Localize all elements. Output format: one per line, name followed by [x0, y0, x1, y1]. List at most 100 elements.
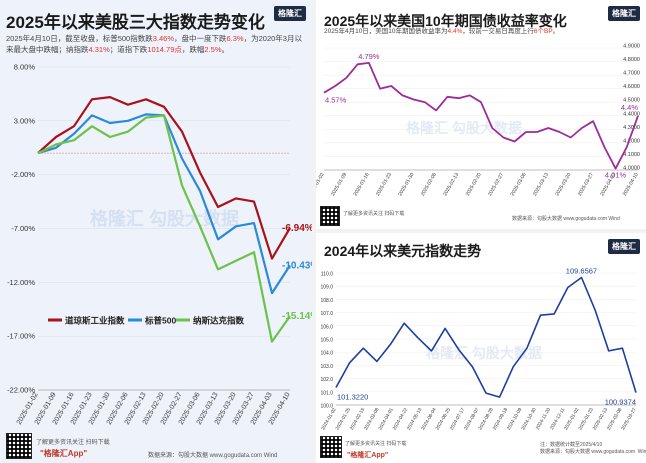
x-tick-label: 2025-01-09: [330, 172, 348, 197]
footer-app: "格隆汇App": [40, 449, 88, 458]
legend-label: 纳斯达克指数: [193, 316, 245, 326]
us-indices-panel: 2025年以来美股三大指数走势变化 格隆汇 2025年4月10日，截至收盘，标普…: [0, 0, 312, 463]
watermark: 格隆汇 勾股大数据: [406, 120, 522, 136]
note-text: ，盘中一度下跌: [174, 34, 227, 43]
gelonghui-logo: 格隆汇: [608, 239, 640, 254]
qr-code-icon: [6, 433, 32, 459]
y-tick-label: -17.00%: [7, 332, 35, 341]
panel1-note: 2025年4月10日，截至收盘，标普500指数跌3.46%，盘中一度下跌6.3%…: [6, 33, 306, 55]
y-tick-label: 4.1000: [623, 152, 640, 158]
x-tick-label: 2025-02-06: [420, 172, 438, 197]
note-text: 。: [552, 28, 560, 35]
y-tick-label: 107.0: [320, 311, 333, 317]
panel2-note: 2025年4月10日，美国10年期国债收益率为4.4%，较前一交易日再度上行6个…: [324, 27, 559, 36]
x-tick-label: 2025-03-13: [532, 172, 550, 197]
x-tick-label: 2025-01-02: [316, 172, 326, 197]
x-tick-label: 2025-03-20: [554, 172, 572, 197]
note-highlight: 4.31%: [88, 45, 110, 54]
data-label: 4.01%: [605, 171, 627, 180]
data-label: 4.4%: [621, 103, 638, 112]
footer-app: "格隆汇App": [347, 452, 389, 459]
y-tick-label: 4.2000: [623, 138, 640, 144]
series-line: [37, 113, 291, 295]
note-text: 2025年4月10日，美国10年期国债收益率为: [324, 28, 448, 35]
y-tick-label: 103.0: [320, 364, 333, 370]
watermark: 格隆汇 勾股大数据: [426, 345, 542, 361]
data-label: 100.9374: [605, 398, 636, 407]
legend-label: 标普500: [144, 316, 176, 326]
x-tick-label: 2025-01-23: [375, 172, 393, 197]
treasury-yield-chart: 4.9000 4.8000 4.7000 4.6000 4.5000 4.4000 4.30…: [316, 44, 640, 198]
y-tick-label: 4.6000: [623, 84, 640, 90]
x-tick-label: 2025-02-20: [465, 172, 483, 197]
y-tick-label: -7.00%: [11, 224, 35, 233]
x-tick-label: 2025-03-06: [510, 172, 528, 197]
series-line: [37, 114, 291, 343]
note-text: ；道指下跌: [109, 45, 148, 54]
series-line: [37, 95, 291, 260]
data-label: 4.79%: [358, 52, 380, 61]
gelonghui-logo: 格隆汇: [274, 6, 306, 21]
qr-code-icon: [320, 436, 342, 458]
panel1-title: 2025年以来美股三大指数走势变化: [6, 13, 265, 32]
x-tick-label: 2025-02-13: [442, 172, 460, 197]
data-label: -6.94%: [282, 223, 312, 234]
footer-source: 注：数据统计截至2025/4/10 数据来源：勾股大数据 www.gogudat…: [540, 442, 646, 455]
y-tick-label: 4.8000: [623, 57, 640, 63]
y-tick-label: -22.00%: [7, 386, 35, 395]
y-tick-label: 4.4000: [623, 111, 640, 117]
y-tick-label: 4.3000: [623, 125, 640, 131]
data-label: 4.57%: [325, 96, 347, 105]
y-tick-label: 8.00%: [14, 63, 36, 72]
footer-follow: 了解更多资讯关注 扫码下载: [345, 441, 407, 447]
treasury-yield-panel: 2025年以来美国10年期国债收益率变化 格隆汇 2025年4月10日，美国10…: [316, 0, 646, 229]
y-tick-label: 108.0: [320, 298, 333, 304]
watermark: 格隆汇 勾股大数据: [90, 209, 240, 229]
footer-source: 数据来源：勾股大数据 www.gogudata.com Wind: [512, 216, 620, 222]
data-label: -15.14%: [282, 311, 312, 322]
y-tick-label: 109.0: [320, 285, 333, 291]
data-label: 101.3220: [337, 393, 368, 402]
note-text: 2025年4月10日，截至收盘，标普500指数跌: [6, 34, 153, 43]
qr-code-icon: [320, 206, 340, 226]
dollar-index-panel: 2024年以来美元指数走势 格隆汇 格隆汇 勾股大数据 110.0 109.0 10…: [316, 233, 646, 463]
panel3-title: 2024年以来美元指数走势: [324, 243, 482, 259]
y-tick-label: 101.0: [320, 390, 333, 396]
note-highlight: 6.3%: [226, 34, 244, 43]
x-tick-label: 2025-03-27: [577, 172, 595, 197]
note-text: ，为2020年3月以来最大盘中跌幅；纳指跌: [6, 34, 302, 54]
divider: [312, 0, 316, 463]
data-label: 109.6567: [566, 267, 597, 276]
x-tick-label: 2025-02-27: [487, 172, 505, 197]
note-highlight: 3.46%: [152, 34, 174, 43]
y-tick-label: 105.0: [320, 338, 333, 344]
note-highlight: 2.5%: [204, 45, 222, 54]
y-tick-label: 100.0: [320, 404, 333, 410]
x-tick-label: 2025-01-16: [353, 172, 371, 197]
note-highlight: 1014.79点: [147, 45, 182, 54]
footer-follow: 了解更多资讯关注 扫码下载: [36, 440, 110, 446]
series-line: [323, 62, 639, 170]
y-tick-label: 4.0000: [623, 166, 640, 172]
data-label: -10.43%: [282, 260, 312, 271]
y-tick-label: -2.00%: [11, 170, 35, 179]
note-highlight: 4.4%: [447, 28, 463, 35]
y-tick-label: 104.0: [320, 351, 333, 357]
dollar-index-chart: 110.0 109.0 108.0 107.0 106.0 105.0 104.0 103.0…: [320, 267, 638, 432]
y-tick-label: -12.00%: [7, 278, 35, 287]
note-text: ，跌幅: [181, 45, 205, 54]
y-tick-label: 4.9000: [623, 44, 640, 50]
x-tick-label: 2025-01-30: [397, 172, 415, 197]
y-tick-label: 3.00%: [14, 116, 36, 125]
note-highlight: 6个BP: [533, 28, 553, 35]
y-tick-label: 4.7000: [623, 71, 640, 77]
y-tick-label: 102.0: [320, 377, 333, 383]
note-text: 。: [221, 45, 230, 54]
us-indices-chart: 8.00% 3.00% -2.00% -7.00% -12.00% -17.00% -22.…: [7, 63, 312, 427]
series-line: [335, 276, 637, 398]
legend-label: 道琼斯工业指数: [65, 316, 125, 326]
divider: [316, 229, 646, 233]
note-text: ，较前一交易日再度上行: [462, 28, 534, 35]
y-tick-label: 4.5000: [623, 98, 640, 104]
footer-source: 数据来源：勾股大数据 www.gogudata.com Wind: [148, 453, 278, 459]
